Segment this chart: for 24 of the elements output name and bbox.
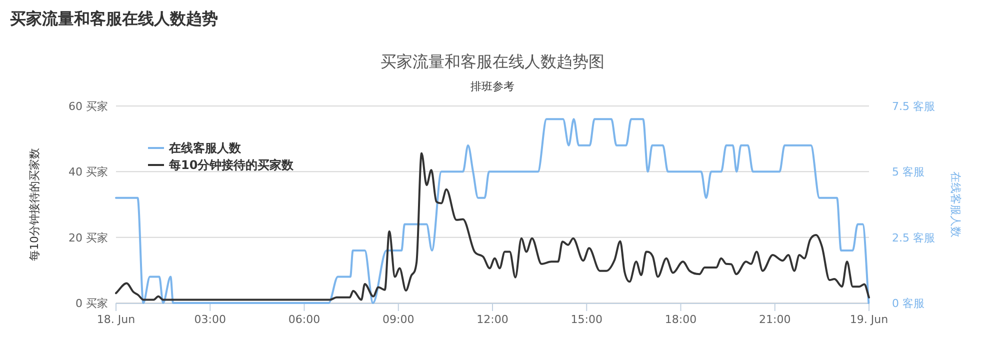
y-tick-label: 60 买家	[68, 100, 108, 113]
y-tick-label: 0 买家	[76, 297, 108, 310]
x-tick-label: 18. Jun	[96, 313, 136, 326]
legend-label: 每10分钟接待的买家数	[168, 158, 295, 172]
x-tick-label: 18:00	[664, 313, 697, 326]
annotation: 买家流量和客服在线人数趋势	[10, 9, 218, 28]
y-tick-label: 20 买家	[68, 231, 108, 244]
chart-title: 买家流量和客服在线人数趋势图	[380, 52, 604, 71]
y-axis-title: 每10分钟接待的买家数	[28, 148, 41, 261]
chart-subtitle: 排班参考	[470, 80, 514, 93]
x-tick-label: 15:00	[570, 313, 602, 326]
x-tick-label: 06:00	[288, 313, 320, 326]
y2-tick-label: 2.5 客服	[892, 231, 935, 244]
y-tick-label: 40 买家	[68, 166, 108, 179]
x-tick-label: 09:00	[382, 313, 414, 326]
x-tick-label: 19. Jun	[850, 313, 888, 326]
y2-tick-label: 0 客服	[892, 297, 924, 310]
legend-label: 在线客服人数	[168, 141, 242, 155]
y2-tick-label: 7.5 客服	[892, 100, 935, 113]
x-tick-label: 21:00	[759, 313, 791, 326]
y2-axis-title: 在线客服人数	[949, 172, 962, 238]
x-tick-label: 03:00	[194, 313, 226, 326]
y2-tick-label: 5 客服	[892, 166, 924, 179]
x-tick-label: 12:00	[476, 313, 508, 326]
